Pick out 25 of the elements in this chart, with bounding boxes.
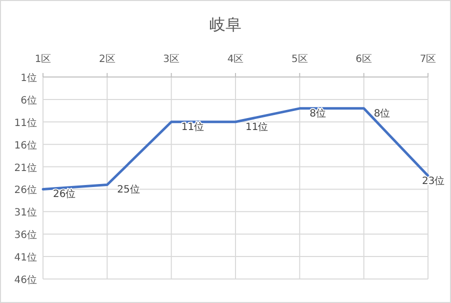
x-tick-label: 6区 <box>356 54 372 65</box>
y-tick-label: 21位 <box>14 162 37 174</box>
x-tick-label: 1区 <box>34 54 52 65</box>
y-tick-label: 41位 <box>14 252 37 264</box>
y-tick-label: 26位 <box>14 184 37 196</box>
data-label: 25位 <box>117 184 140 196</box>
x-tick-label: 5区 <box>291 54 308 65</box>
y-tick-label: 16位 <box>14 139 37 152</box>
data-label: 11位 <box>181 120 204 133</box>
y-tick-label: 36位 <box>14 229 37 242</box>
x-tick-label: 7区 <box>420 54 436 65</box>
chart-title: 岐阜 <box>210 15 242 34</box>
x-tick-label: 3区 <box>163 54 180 65</box>
y-tick-label: 31位 <box>14 206 37 219</box>
y-tick-label: 1位 <box>20 72 37 84</box>
y-tick-label: 46位 <box>14 274 37 286</box>
data-label: 26位 <box>53 188 76 200</box>
data-label: 8位 <box>310 107 326 120</box>
data-label: 8位 <box>374 107 390 120</box>
data-label: 23位 <box>422 174 445 187</box>
data-label: 11位 <box>246 120 268 133</box>
y-tick-label: 11位 <box>14 116 37 129</box>
x-tick-label: 4区 <box>227 54 244 65</box>
y-tick-label: 6位 <box>20 94 37 106</box>
x-tick-label: 2区 <box>98 54 116 65</box>
